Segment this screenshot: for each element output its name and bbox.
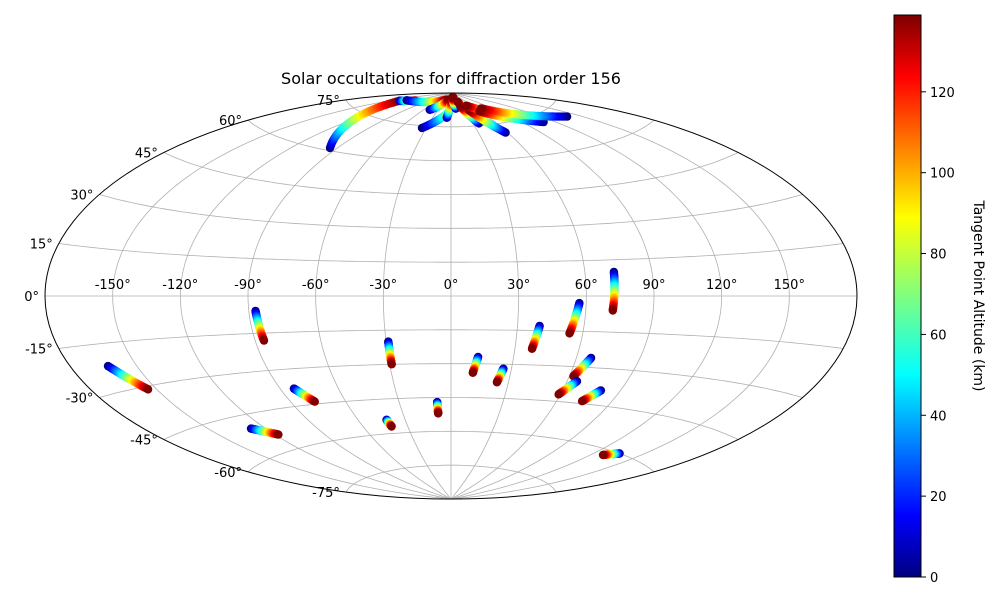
occultation-track [577, 386, 606, 406]
longitude-tick-label: 120° [706, 278, 737, 293]
longitude-tick-label: -120° [162, 278, 198, 293]
colorbar: 0 20 40 60 80 100 120 Tangent Point Altitude (… [893, 14, 986, 586]
latitude-tick-label: 15° [30, 238, 53, 253]
data-point [565, 329, 574, 338]
longitude-tick-label: -150° [95, 278, 131, 293]
colorbar-tick-label: 0 [930, 571, 938, 586]
latitude-tick-label: -15° [25, 343, 53, 358]
longitude-tick-label: 30° [507, 278, 530, 293]
latitude-tick-label: 30° [70, 189, 93, 204]
occultation-track [527, 321, 544, 353]
occultation-track [246, 424, 283, 439]
longitude-tick-label: -60° [302, 278, 330, 293]
parallel-line [99, 363, 803, 398]
latitude-tick-label: 45° [135, 147, 158, 162]
longitude-tick-label: -90° [234, 278, 262, 293]
latitude-tick-label: -45° [130, 434, 158, 449]
map-boundary [44, 92, 858, 500]
occultation-track [103, 361, 153, 394]
latitude-tick-label: -75° [312, 486, 340, 501]
latitude-tick-label: -60° [214, 466, 242, 481]
data-point [434, 409, 443, 418]
occultation-track [565, 298, 584, 338]
parallel-line [58, 243, 844, 263]
data-point [143, 385, 153, 394]
colorbar-tick-label: 120 [930, 86, 955, 101]
data-point [456, 102, 465, 111]
longitude-tick-label: 150° [774, 278, 805, 293]
occultation-track [382, 415, 396, 431]
chart-title: Solar occultations for diffraction order… [281, 69, 621, 88]
parallel-line [58, 329, 844, 349]
occultation-track [477, 104, 572, 121]
parallel-line [345, 464, 557, 493]
longitude-tick-labels: -150° -120° -90° -60° -30° 0° 30° 60° 90° 120° 150… [95, 278, 805, 293]
longitude-tick-label: -30° [369, 278, 397, 293]
longitude-tick-label: 60° [575, 278, 598, 293]
colorbar-tick-label: 100 [930, 167, 955, 182]
colorbar-label: Tangent Point Altitude (km) [970, 199, 986, 391]
occultation-track [289, 384, 319, 406]
colorbar-tick-label: 40 [930, 409, 947, 424]
data-point [462, 101, 471, 110]
parallel-line [247, 119, 655, 162]
occultation-track [492, 364, 508, 387]
occultation-track [608, 267, 619, 315]
colorbar-gradient [893, 14, 922, 578]
colorbar-tick-label: 20 [930, 490, 947, 505]
colorbar-ticks: 0 20 40 60 80 100 120 [921, 86, 955, 586]
data-point [310, 397, 319, 406]
parallel-line [163, 397, 739, 440]
latitude-tick-label: -30° [66, 392, 94, 407]
colorbar-tick-label: 60 [930, 328, 947, 343]
occultation-track [433, 397, 443, 418]
occultation-track [251, 306, 269, 345]
occultation-track [569, 353, 596, 381]
latitude-tick-label: 0° [24, 290, 39, 305]
data-point [492, 378, 502, 387]
graticule [45, 92, 857, 500]
data-point [477, 104, 486, 113]
data-point [259, 336, 269, 345]
data-point [598, 450, 608, 460]
data-point [608, 306, 617, 315]
data-point [554, 390, 563, 399]
latitude-tick-labels: -75° -60° -45° -30° -15° 0° 15° 30° 45° 60° 75° [24, 94, 340, 501]
occultation-tracks [103, 93, 624, 460]
parallel-line [163, 152, 739, 195]
parallel-line [99, 194, 803, 229]
data-point [527, 344, 537, 353]
data-point [387, 422, 396, 431]
occultation-track [598, 449, 624, 460]
latitude-tick-label: 60° [219, 114, 242, 129]
data-point [274, 430, 283, 439]
data-point [468, 368, 477, 377]
occultation-track [464, 106, 510, 137]
occultation-track [554, 377, 582, 399]
longitude-tick-label: 90° [642, 278, 665, 293]
occultation-track [468, 352, 483, 377]
data-point [577, 397, 587, 406]
longitude-tick-label: 0° [444, 278, 459, 293]
data-point [387, 360, 396, 369]
occultation-track [384, 337, 396, 369]
colorbar-tick-label: 80 [930, 248, 947, 263]
parallel-line [247, 430, 655, 473]
latitude-tick-label: 75° [317, 94, 340, 109]
